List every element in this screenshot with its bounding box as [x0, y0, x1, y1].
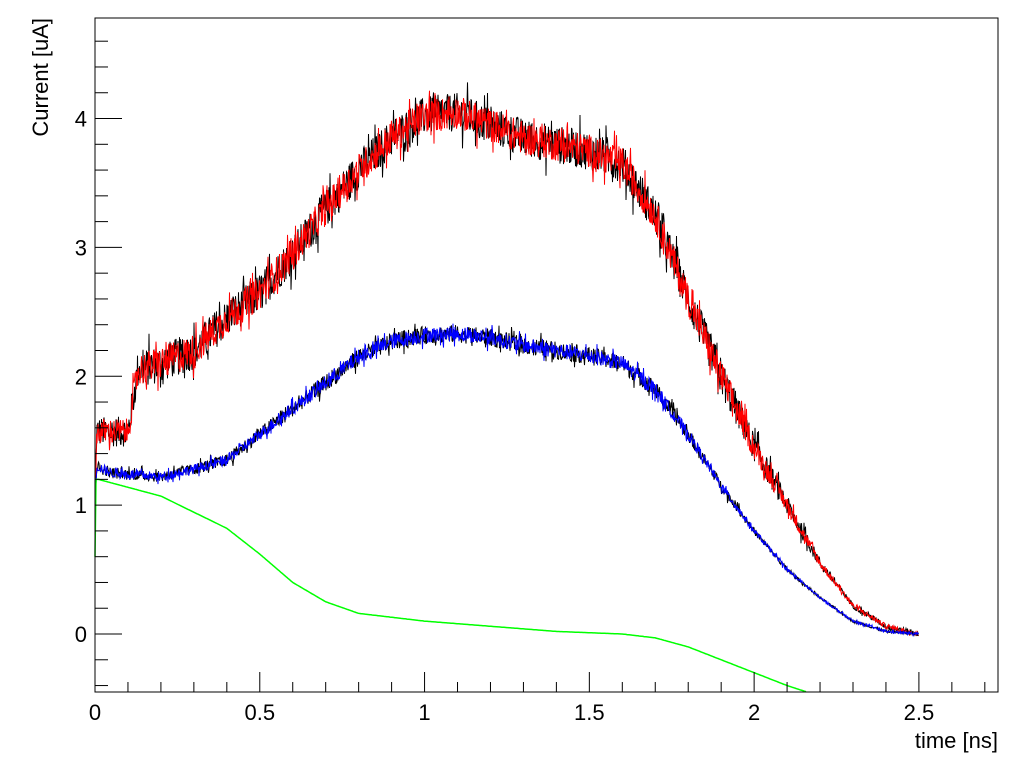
series-1-line — [94, 323, 919, 638]
y-tick-label: 2 — [75, 364, 87, 389]
x-tick-label: 0.5 — [244, 700, 275, 725]
x-tick-label: 1 — [418, 700, 430, 725]
y-tick-label: 4 — [75, 107, 87, 132]
plot-frame — [94, 17, 999, 693]
x-tick-label: 2.5 — [904, 700, 935, 725]
x-tick-label: 2 — [748, 700, 760, 725]
series-0-line — [94, 90, 919, 637]
series-0-underlay — [94, 82, 919, 637]
x-axis-label: time [ns] — [915, 728, 998, 753]
axes: 0 0.5 1 1.5 2 2.5 0 1 2 3 4 — [75, 40, 986, 725]
series-2-line — [94, 478, 807, 693]
x-tick-label: 0 — [89, 700, 101, 725]
series-1-underlay — [94, 323, 919, 637]
y-axis-label: Current [uA] — [28, 18, 53, 137]
y-tick-label: 1 — [75, 493, 87, 518]
y-tick-label: 3 — [75, 235, 87, 260]
x-tick-label: 1.5 — [574, 700, 605, 725]
curves — [94, 82, 919, 693]
y-tick-label: 0 — [75, 622, 87, 647]
